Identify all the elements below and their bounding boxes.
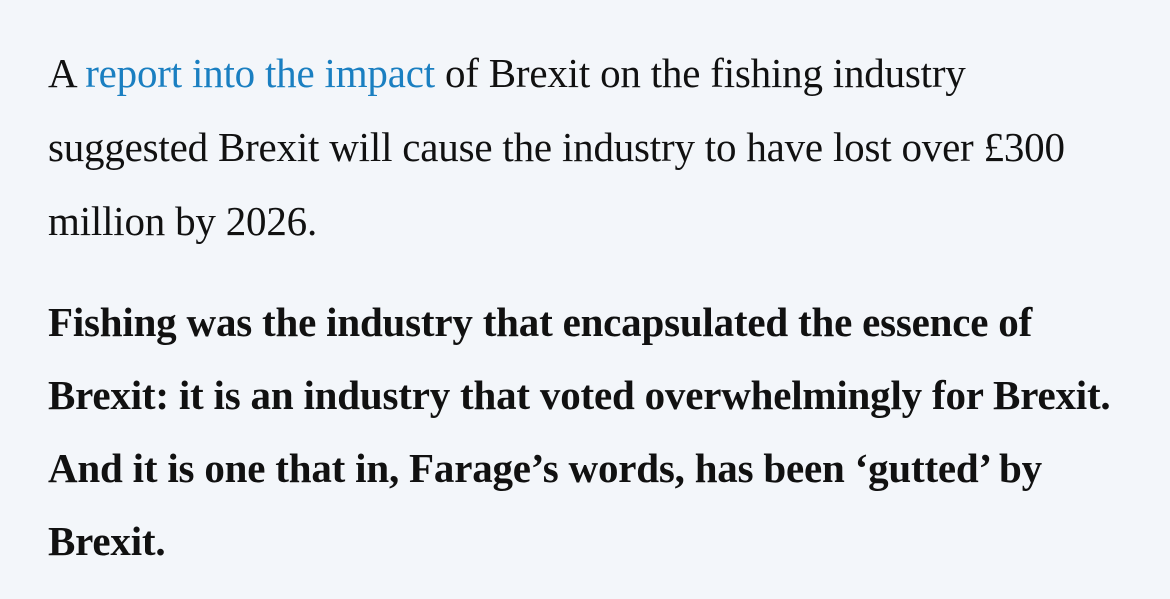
paragraph-report-lead: A xyxy=(48,50,86,96)
paragraph-fishing-bold: Fishing was the industry that encapsulat… xyxy=(48,299,1111,564)
paragraph-report: A report into the impact of Brexit on th… xyxy=(48,36,1130,258)
report-link[interactable]: report into the impact xyxy=(85,50,435,96)
paragraph-report-body: of Brexit on the fishing industry sugges… xyxy=(48,50,1065,244)
